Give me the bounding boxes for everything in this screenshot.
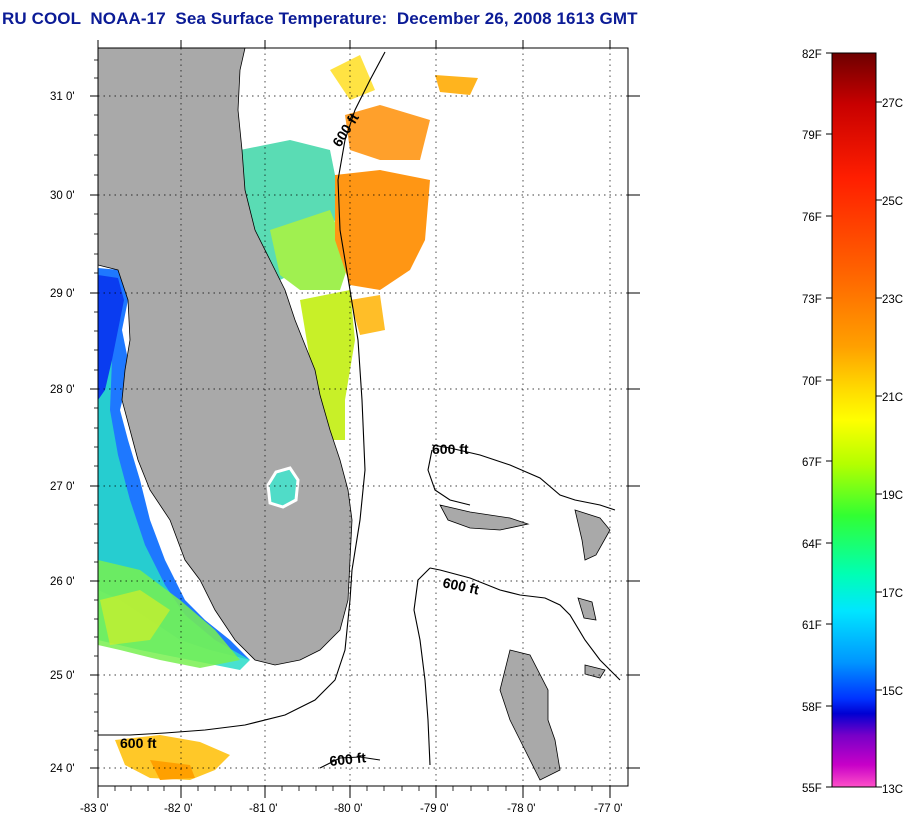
colorbar-c-15: 15C [882, 686, 903, 698]
contour-label-southwest: 600 ft [120, 735, 157, 751]
grand-bahama [439, 504, 530, 531]
lat-label-29: 29 0' [50, 288, 75, 300]
colorbar-c-23: 23C [882, 294, 903, 306]
colorbar-f-73: 73F [802, 294, 822, 306]
sst-keys-warm [115, 735, 230, 780]
lat-label-28: 28 0' [50, 384, 75, 396]
colorbar-f-55: 55F [802, 783, 822, 795]
colorbar-f-67: 67F [802, 457, 822, 469]
contour-label-bahamas: 600 ft [432, 441, 469, 457]
lake-okeechobee-outline [266, 466, 300, 509]
lon-label-80: -80 0' [334, 803, 362, 815]
longitude-minor-ticks [114, 786, 593, 791]
sst-atlantic-orange-north [345, 105, 430, 160]
sst-atlantic-green [270, 210, 350, 290]
map-frame [97, 47, 629, 787]
graticule [98, 48, 628, 786]
berry-islands [577, 597, 597, 621]
sst-gulf-yellow-patch [100, 590, 170, 645]
lon-label-82: -82 0' [164, 803, 192, 815]
florida-land [98, 48, 353, 666]
lon-label-77: -77 0' [594, 803, 622, 815]
colorbar-f-76: 76F [802, 212, 822, 224]
sst-atlantic-yellow-north [330, 55, 375, 100]
lat-label-25: 25 0' [50, 670, 75, 682]
colorbar-f-70: 70F [802, 376, 822, 388]
contour-layer [98, 51, 621, 769]
lon-label-83: -83 0' [80, 803, 108, 815]
contour-label-south: 600 ft [329, 749, 367, 769]
map-plot-area: 600 ft 600 ft 600 ft 600 ft 600 ft [98, 48, 628, 786]
sst-atlantic-yellow [300, 290, 355, 440]
colorbar-c-27: 27C [882, 98, 903, 110]
colorbar-c-13: 13C [882, 784, 903, 796]
colorbar-c-19: 19C [882, 490, 903, 502]
contour-600ft-bank [427, 449, 471, 506]
colorbar-c-21: 21C [882, 392, 903, 404]
colorbar-ticks [826, 52, 882, 788]
colorbar: 82F 79F 76F 73F 70F 67F 64F 61F 58F 55F … [802, 49, 903, 796]
lat-label-31: 31 0' [50, 91, 75, 103]
contour-600ft-atlantic [98, 51, 386, 736]
colorbar-c-17: 17C [882, 588, 903, 600]
lat-label-30: 30 0' [50, 190, 75, 202]
lat-label-27: 27 0' [50, 481, 75, 493]
colorbar-f-58: 58F [802, 702, 822, 714]
lon-label-79: -79 0' [420, 803, 448, 815]
colorbar-f-79: 79F [802, 130, 822, 142]
colorbar-c-25: 25C [882, 196, 903, 208]
land-layer [98, 48, 611, 781]
map-title: RU COOL NOAA-17 Sea Surface Temperature:… [2, 9, 638, 28]
colorbar-scale [831, 52, 877, 788]
abaco [574, 509, 611, 561]
sst-atlantic-warm [335, 170, 430, 290]
contour-600ft-tongue [429, 567, 621, 681]
longitude-axis [97, 40, 611, 798]
colorbar-f-82: 82F [802, 49, 822, 61]
contour-label-tongue: 600 ft [441, 574, 480, 597]
latitude-axis [90, 95, 640, 769]
lon-label-78: -78 0' [507, 803, 535, 815]
colorbar-f-64: 64F [802, 539, 822, 551]
lat-label-24: 24 0' [50, 763, 75, 775]
contour-600ft-tongue-inner [413, 567, 431, 766]
latitude-minor-ticks [94, 59, 98, 751]
sst-atlantic-orange-ne [435, 75, 478, 95]
sst-keys-orange [150, 760, 195, 780]
andros [499, 649, 561, 781]
contour-600ft-bahamas [431, 444, 616, 511]
sst-gulf-deep-blue [98, 275, 124, 400]
lon-label-81: -81 0' [249, 803, 277, 815]
sst-central-yellow [350, 295, 385, 335]
colorbar-f-61: 61F [802, 620, 822, 632]
lat-label-26: 26 0' [50, 576, 75, 588]
